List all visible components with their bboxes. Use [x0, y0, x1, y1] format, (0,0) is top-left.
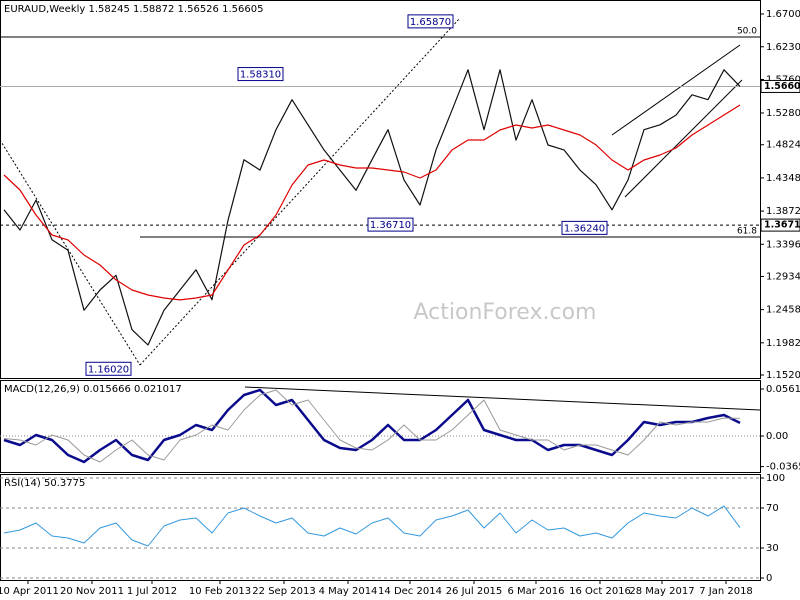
- channel-line: [624, 79, 743, 198]
- annotation-box: [85, 361, 132, 376]
- price-marker-box: [760, 218, 800, 232]
- y-tick-label: 1.15200: [766, 370, 800, 381]
- y-tick-label: 1.19820: [766, 338, 800, 349]
- x-tick-label: 16 Oct 2016: [569, 586, 631, 597]
- series-line: [3, 389, 741, 463]
- price-marker-label: 1.36710: [764, 220, 800, 231]
- x-tick-label: 4 May 2014: [319, 586, 378, 597]
- price-marker-label: 1.56605: [764, 81, 800, 92]
- series-line: [3, 505, 741, 547]
- y-tick-label: 0.056148: [766, 384, 800, 395]
- rsi-panel: [0, 474, 761, 581]
- rsi-title: RSI(14) 50.3775: [4, 478, 85, 489]
- x-tick-label: 10 Apr 2011: [0, 586, 59, 597]
- annotation-label: 1.65870: [410, 17, 451, 28]
- series-line: [3, 388, 741, 464]
- x-tick-label: 20 Nov 2011: [60, 586, 124, 597]
- annotation-box: [237, 67, 284, 82]
- y-tick-label: 1.33960: [766, 239, 800, 250]
- y-tick-label: 1.67000: [766, 9, 800, 20]
- y-tick-label: 1.52800: [766, 108, 800, 119]
- y-tick-label: 1.48240: [766, 140, 800, 151]
- x-tick-label: 14 Dec 2014: [378, 586, 442, 597]
- annotation-label: 1.16020: [88, 364, 129, 375]
- y-tick-label: 100: [766, 473, 785, 484]
- x-tick-label: 28 May 2017: [629, 586, 694, 597]
- y-tick-label: 0: [766, 573, 772, 584]
- y-tick-label: 1.62300: [766, 42, 800, 53]
- annotation-label: 1.36710: [370, 220, 411, 231]
- annotation-box: [367, 217, 414, 232]
- fib-label: 61.8: [737, 227, 757, 237]
- y-tick-label: 0.00: [766, 431, 788, 442]
- macd-title: MACD(12,26,9) 0.015666 0.021017: [4, 384, 182, 395]
- channel-line: [611, 44, 741, 136]
- y-tick-label: 70: [766, 503, 779, 514]
- macd-panel: [0, 380, 761, 473]
- x-tick-label: 6 Mar 2016: [507, 586, 564, 597]
- price-panel: [0, 0, 761, 379]
- trendline: [139, 17, 461, 366]
- x-tick-label: 7 Jan 2018: [699, 586, 753, 597]
- y-tick-label: 1.24580: [766, 305, 800, 316]
- y-tick-label: 30: [766, 543, 779, 554]
- x-tick-label: 1 Jul 2012: [127, 586, 177, 597]
- annotation-box: [407, 14, 454, 29]
- y-tick-label: -0.036548: [766, 462, 800, 473]
- chart-title: EURAUD,Weekly 1.58245 1.58872 1.56526 1.…: [4, 4, 263, 15]
- macd-trendline: [244, 386, 761, 411]
- y-tick-label: 1.29340: [766, 271, 800, 282]
- x-tick-label: 22 Sep 2013: [252, 586, 315, 597]
- x-tick-label: 10 Feb 2013: [189, 586, 251, 597]
- trendline: [0, 139, 141, 366]
- annotation-label: 1.36240: [564, 223, 605, 234]
- x-tick-label: 26 Jul 2015: [446, 586, 503, 597]
- annotation-box: [561, 220, 608, 235]
- series-line: [3, 69, 741, 346]
- price-marker-box: [760, 79, 800, 93]
- annotation-label: 1.58310: [240, 70, 281, 81]
- series-line: [3, 104, 741, 301]
- y-tick-label: 1.43480: [766, 173, 800, 184]
- y-tick-label: 1.38720: [766, 206, 800, 217]
- watermark: ActionForex.com: [414, 300, 597, 325]
- fib-label: 50.0: [737, 26, 757, 36]
